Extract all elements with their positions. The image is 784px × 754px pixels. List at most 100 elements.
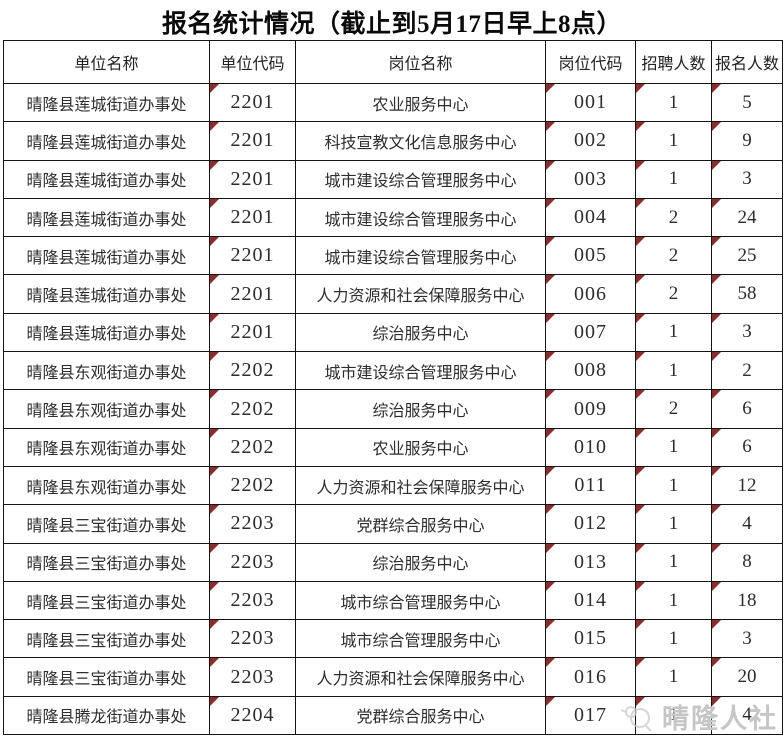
- position-code-cell: 012: [545, 504, 636, 544]
- position-name-cell: 综治服务中心: [295, 312, 546, 353]
- unit-code-cell: 2201: [209, 274, 296, 314]
- unit-code-cell: 2202: [209, 427, 296, 467]
- position-name-cell-text: 党群综合服务中心: [356, 709, 485, 727]
- recruit-count-cell-text: 1: [668, 627, 679, 649]
- col-header-recruit-count: 招聘人数: [635, 40, 712, 84]
- recruit-count-cell: 1: [635, 312, 712, 353]
- position-name-cell: 农业服务中心: [295, 82, 546, 123]
- position-code-cell-text: 007: [574, 320, 607, 343]
- unit-code-cell-text: 2201: [230, 206, 275, 229]
- comment-marker-icon: [636, 314, 645, 323]
- unit-code-cell-text: 2203: [230, 665, 275, 688]
- position-name-cell-text: 人力资源和社会保障服务中心: [316, 288, 525, 306]
- position-code-cell-text: 017: [574, 703, 607, 726]
- comment-marker-icon: [210, 352, 219, 362]
- applicant-count-cell-text: 6: [742, 436, 752, 458]
- unit-name-cell-text: 晴隆县三宝街道办事处: [26, 556, 187, 574]
- unit-code-cell: 2203: [209, 619, 296, 659]
- unit-code-cell: 2203: [209, 504, 296, 544]
- table-row: 晴隆县莲城街道办事处 2201 城市建设综合管理服务中心 003 1 3: [3, 159, 783, 199]
- unit-name-cell: 晴隆县腾龙街道办事处: [3, 695, 210, 736]
- position-code-cell-text: 003: [574, 167, 607, 190]
- recruit-count-cell: 1: [635, 351, 712, 391]
- unit-code-cell-text: 2201: [230, 167, 275, 190]
- applicant-count-cell: 3: [711, 312, 783, 353]
- recruit-count-cell-text: 1: [668, 551, 679, 573]
- applicant-count-cell-text: 20: [737, 666, 757, 688]
- unit-code-cell: 2201: [209, 312, 296, 353]
- recruit-count-cell-text: 1: [668, 704, 679, 726]
- recruit-count-cell-text: 1: [668, 666, 679, 688]
- position-code-cell: 006: [545, 274, 636, 314]
- applicant-count-cell-text: 9: [742, 129, 752, 151]
- applicant-count-cell-text: 8: [742, 551, 752, 573]
- unit-code-cell-text: 2201: [230, 320, 275, 343]
- recruit-count-cell-text: 1: [668, 168, 679, 190]
- position-name-cell-text: 综治服务中心: [372, 556, 469, 574]
- unit-code-cell-text: 2201: [230, 91, 275, 114]
- table-row: 晴隆县三宝街道办事处 2203 党群综合服务中心 012 1 4: [3, 504, 783, 544]
- unit-name-cell-text: 晴隆县三宝街道办事处: [26, 671, 187, 689]
- unit-code-cell: 2203: [209, 657, 296, 697]
- position-name-cell: 综治服务中心: [295, 389, 546, 429]
- comment-marker-icon: [210, 122, 219, 132]
- table-row: 晴隆县莲城街道办事处 2201 人力资源和社会保障服务中心 006 2 58: [3, 274, 783, 314]
- recruit-count-cell-text: 1: [668, 321, 679, 343]
- unit-name-cell-text: 晴隆县三宝街道办事处: [26, 517, 187, 535]
- unit-name-cell: 晴隆县莲城街道办事处: [3, 121, 210, 161]
- position-code-cell-text: 008: [574, 359, 607, 382]
- position-name-cell: 城市综合管理服务中心: [295, 619, 546, 659]
- comment-marker-icon: [712, 467, 721, 476]
- comment-marker-icon: [712, 582, 721, 591]
- table-row: 晴隆县莲城街道办事处 2201 科技宣教文化信息服务中心 002 1 9: [3, 121, 783, 161]
- position-name-cell-text: 城市综合管理服务中心: [340, 632, 501, 650]
- recruit-count-cell-text: 2: [668, 398, 679, 420]
- position-name-cell-text: 农业服务中心: [372, 441, 469, 459]
- comment-marker-icon: [636, 429, 645, 438]
- recruit-count-cell: 1: [635, 657, 712, 697]
- table-row: 晴隆县莲城街道办事处 2201 综治服务中心 007 1 3: [3, 312, 783, 353]
- unit-name-cell: 晴隆县三宝街道办事处: [3, 580, 210, 621]
- table-header-row: 单位名称 单位代码 岗位名称 岗位代码 招聘人数 报名人数: [3, 40, 783, 84]
- comment-marker-icon: [712, 544, 721, 553]
- comment-marker-icon: [712, 429, 721, 438]
- comment-marker-icon: [636, 237, 645, 247]
- applicant-count-cell-text: 3: [742, 321, 752, 343]
- comment-marker-icon: [210, 390, 219, 400]
- recruit-count-cell-text: 1: [668, 512, 679, 534]
- table-row: 晴隆县三宝街道办事处 2203 综治服务中心 013 1 8: [3, 542, 783, 582]
- unit-code-cell: 2201: [209, 82, 296, 123]
- position-name-cell: 城市建设综合管理服务中心: [295, 236, 546, 276]
- table-row: 晴隆县三宝街道办事处 2203 城市综合管理服务中心 015 1 3: [3, 619, 783, 659]
- col-header-applicant-count: 报名人数: [711, 40, 783, 84]
- applicant-count-cell-text: 5: [742, 91, 752, 113]
- unit-name-cell: 晴隆县东观街道办事处: [3, 389, 210, 429]
- position-name-cell: 城市建设综合管理服务中心: [295, 159, 546, 199]
- unit-code-cell: 2201: [209, 121, 296, 161]
- unit-code-cell: 2201: [209, 159, 296, 199]
- comment-marker-icon: [636, 697, 645, 706]
- position-code-cell: 009: [545, 389, 636, 429]
- position-code-cell-text: 015: [574, 627, 607, 650]
- unit-code-cell: 2202: [209, 389, 296, 429]
- recruit-count-cell-text: 1: [668, 91, 679, 113]
- table-row: 晴隆县东观街道办事处 2202 城市建设综合管理服务中心 008 1 2: [3, 351, 783, 391]
- position-code-cell: 014: [545, 580, 636, 621]
- applicant-count-cell-text: 12: [737, 474, 757, 496]
- comment-marker-icon: [546, 620, 555, 630]
- comment-marker-icon: [546, 199, 555, 208]
- col-header-position-code: 岗位代码: [545, 40, 636, 84]
- position-name-cell: 科技宣教文化信息服务中心: [295, 121, 546, 161]
- stats-table: 单位名称 单位代码 岗位名称 岗位代码 招聘人数 报名人数 晴隆县莲城街道办事处…: [3, 40, 783, 736]
- unit-name-cell-text: 晴隆县三宝街道办事处: [26, 594, 187, 612]
- table-row: 晴隆县东观街道办事处 2202 农业服务中心 010 1 6: [3, 427, 783, 467]
- applicant-count-cell: 9: [711, 121, 783, 161]
- comment-marker-icon: [546, 505, 555, 515]
- position-name-cell-text: 科技宣教文化信息服务中心: [324, 134, 517, 152]
- comment-marker-icon: [546, 697, 555, 706]
- unit-code-cell-text: 2203: [230, 512, 275, 535]
- applicant-count-cell: 8: [711, 542, 783, 582]
- position-code-cell-text: 005: [574, 244, 607, 267]
- comment-marker-icon: [546, 84, 555, 93]
- comment-marker-icon: [636, 467, 645, 476]
